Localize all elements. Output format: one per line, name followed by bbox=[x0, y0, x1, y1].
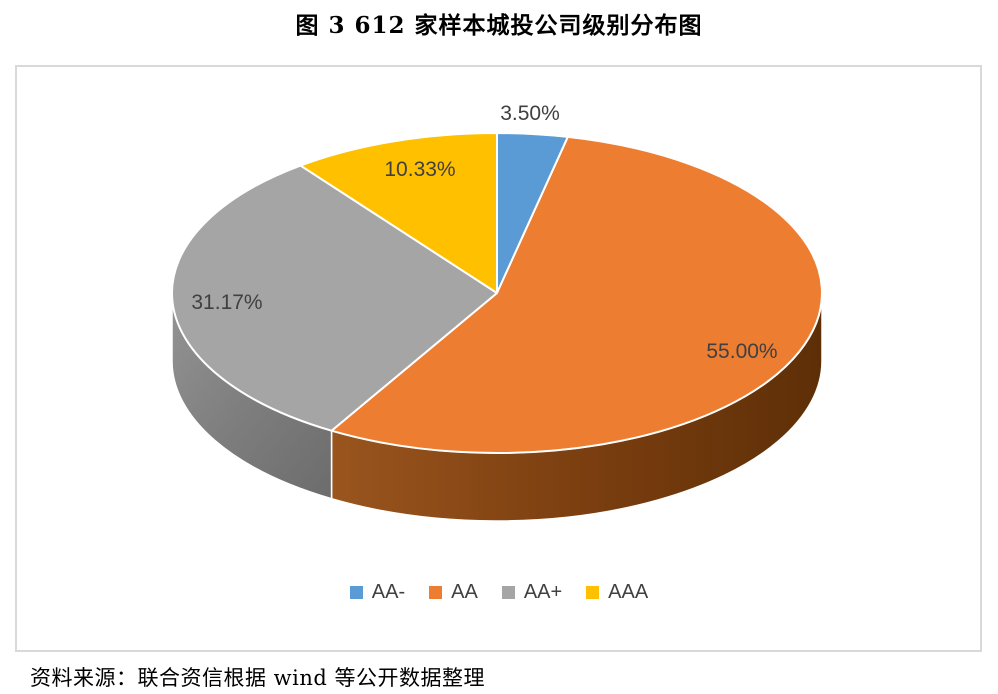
legend-swatch-aaa bbox=[586, 585, 600, 599]
legend-swatch-aa-minus bbox=[349, 585, 363, 599]
data-label-aa-plus: 31.17% bbox=[191, 291, 263, 314]
legend-item-aa-plus: AA+ bbox=[501, 581, 563, 603]
legend-label-aa-minus: AA- bbox=[371, 581, 406, 603]
data-label-aa-minus: 3.50% bbox=[500, 102, 560, 125]
legend-item-aaa: AAA bbox=[586, 582, 648, 602]
chart-panel bbox=[15, 65, 982, 652]
legend-item-aa-minus: AA- bbox=[349, 581, 406, 603]
source-note: 资料来源：联合资信根据 wind 等公开数据整理 bbox=[30, 666, 486, 690]
legend-label-aa-plus: AA+ bbox=[523, 581, 563, 603]
legend-item-aa: AA bbox=[429, 582, 478, 602]
data-label-aaa: 10.33% bbox=[384, 158, 456, 181]
page-title: 图 3 612 家样本城投公司级别分布图 bbox=[295, 12, 703, 39]
legend-swatch-aa-plus bbox=[501, 585, 515, 599]
legend-swatch-aa bbox=[429, 585, 443, 599]
data-label-aa: 55.00% bbox=[706, 340, 778, 363]
legend-label-aaa: AAA bbox=[608, 581, 649, 603]
legend: AA- AA AA+ AAA bbox=[0, 582, 998, 602]
legend-label-aa: AA bbox=[451, 581, 478, 603]
